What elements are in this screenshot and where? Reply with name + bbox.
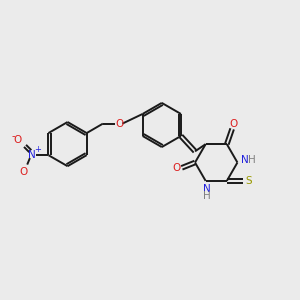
- Text: O: O: [19, 167, 28, 177]
- Text: S: S: [246, 176, 252, 186]
- Text: H: H: [203, 191, 211, 201]
- Text: H: H: [248, 154, 255, 165]
- Text: -: -: [11, 131, 15, 141]
- Text: N: N: [241, 154, 249, 165]
- Text: N: N: [28, 150, 36, 160]
- Text: O: O: [229, 118, 237, 128]
- Text: N: N: [203, 184, 211, 194]
- Text: +: +: [34, 146, 41, 154]
- Text: O: O: [115, 118, 123, 129]
- Text: O: O: [172, 164, 181, 173]
- Text: O: O: [14, 135, 22, 146]
